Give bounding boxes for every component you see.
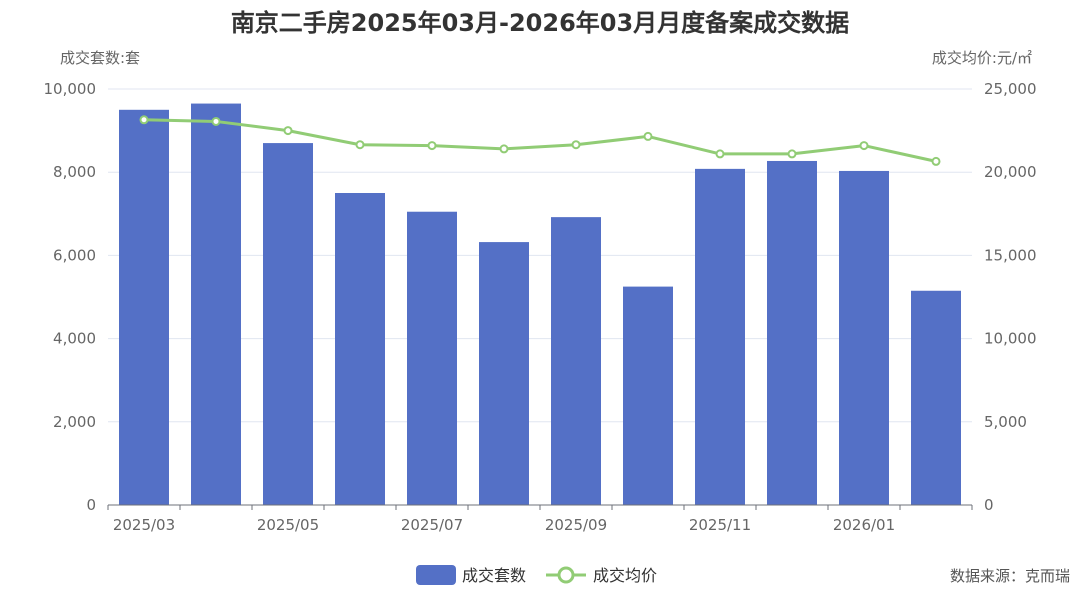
line-point[interactable]	[283, 126, 293, 136]
bar[interactable]	[263, 143, 313, 505]
line-series	[139, 115, 941, 166]
bar[interactable]	[407, 211, 457, 505]
line-point[interactable]	[571, 140, 581, 150]
bar[interactable]	[335, 193, 385, 505]
right-tick-label: 20,000	[984, 163, 1037, 181]
legend: 成交套数 成交均价	[416, 565, 657, 585]
bar-series	[119, 103, 961, 506]
x-tick-label: 2025/11	[689, 516, 751, 534]
data-source-note: 数据来源：克而瑞	[950, 567, 1070, 585]
line-point[interactable]	[931, 156, 941, 166]
left-tick-label: 8,000	[53, 163, 96, 181]
bar[interactable]	[119, 109, 169, 506]
legend-line-label: 成交均价	[593, 566, 657, 585]
line-point[interactable]	[715, 149, 725, 159]
line-point[interactable]	[211, 116, 221, 126]
bar[interactable]	[623, 286, 673, 505]
axes	[107, 504, 973, 510]
right-tick-label: 0	[984, 496, 994, 514]
right-tick-label: 5,000	[984, 413, 1027, 431]
line-point[interactable]	[499, 144, 509, 154]
line-path	[143, 118, 937, 163]
x-tick-label: 2025/05	[257, 516, 319, 534]
line-point[interactable]	[643, 131, 653, 141]
line-point[interactable]	[427, 141, 437, 151]
bar[interactable]	[551, 217, 601, 506]
legend-bar-swatch	[416, 565, 456, 585]
legend-line-marker	[557, 566, 575, 584]
chart-title: 南京二手房2025年03月-2026年03月月度备案成交数据	[231, 9, 849, 37]
bar[interactable]	[695, 168, 745, 505]
x-tick-label: 2026/01	[833, 516, 895, 534]
left-axis-name: 成交套数:套	[60, 49, 140, 67]
left-tick-label: 0	[86, 496, 96, 514]
right-tick-label: 10,000	[984, 330, 1037, 348]
line-point[interactable]	[139, 115, 149, 125]
right-tick-label: 25,000	[984, 80, 1037, 98]
line-point[interactable]	[355, 140, 365, 150]
bar[interactable]	[911, 290, 961, 505]
legend-item-line[interactable]: 成交均价	[546, 566, 657, 585]
x-tick-label: 2025/03	[113, 516, 175, 534]
bar[interactable]	[767, 160, 817, 505]
left-axis-ticks: 0 2,000 4,000 6,000 8,000 10,000	[44, 80, 97, 514]
legend-item-bar[interactable]: 成交套数	[416, 565, 526, 585]
gridlines	[108, 88, 972, 423]
left-tick-label: 6,000	[53, 246, 96, 264]
left-tick-label: 10,000	[44, 80, 97, 98]
bar[interactable]	[839, 170, 889, 505]
bar[interactable]	[479, 242, 529, 505]
legend-bar-label: 成交套数	[462, 566, 526, 585]
line-point[interactable]	[787, 149, 797, 159]
left-tick-label: 2,000	[53, 413, 96, 431]
right-axis-name: 成交均价:元/㎡	[932, 49, 1032, 67]
x-axis-ticks: 2025/03 2025/05 2025/07 2025/09 2025/11 2026/…	[113, 516, 895, 534]
right-tick-label: 15,000	[984, 246, 1037, 264]
left-tick-label: 4,000	[53, 330, 96, 348]
x-tick-label: 2025/09	[545, 516, 607, 534]
right-axis-ticks: 0 5,000 10,000 15,000 20,000 25,000	[984, 80, 1037, 514]
bar[interactable]	[191, 103, 241, 505]
x-tick-label: 2025/07	[401, 516, 463, 534]
line-point[interactable]	[859, 141, 869, 151]
